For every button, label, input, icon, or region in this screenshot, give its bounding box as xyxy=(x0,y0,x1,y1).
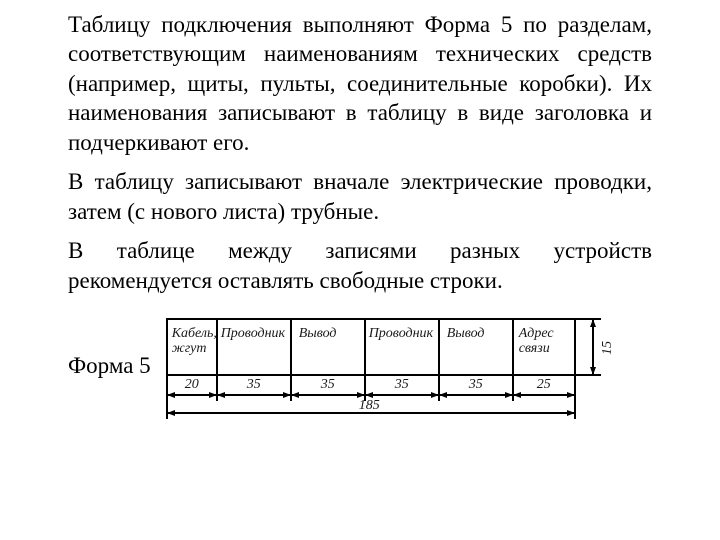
col-5-label: Вывод xyxy=(447,327,485,342)
col-6-label: Адрес связи xyxy=(519,327,554,356)
col-5-width: 35 xyxy=(439,378,513,392)
col-2-width: 35 xyxy=(217,378,291,392)
form5-label: Форма 5 xyxy=(68,351,151,380)
col-6-line1: Адрес xyxy=(519,326,554,341)
col-4-width: 35 xyxy=(365,378,439,392)
paragraph-3: В таблице между записями разных устройст… xyxy=(68,236,652,295)
document-page: Таблицу подключения выполняют Форма 5 по… xyxy=(0,0,720,455)
col-1-line1: Кабель, xyxy=(172,326,217,341)
col-6-width: 25 xyxy=(513,378,575,392)
form5-diagram: Кабель, жгут Проводник Вывод Проводник В… xyxy=(163,315,623,455)
col-1-width: 20 xyxy=(167,378,217,392)
col-1-line2: жгут xyxy=(172,341,207,356)
col-2-label: Проводник xyxy=(221,327,285,342)
form5-row: Форма 5 xyxy=(68,315,652,455)
total-width: 185 xyxy=(359,399,380,413)
col-1-label: Кабель, жгут xyxy=(172,327,217,356)
col-4-label: Проводник xyxy=(369,327,433,342)
row-height: 15 xyxy=(601,341,615,355)
paragraph-1: Таблицу подключения выполняют Форма 5 по… xyxy=(68,10,652,157)
col-3-width: 35 xyxy=(291,378,365,392)
paragraph-2: В таблицу записывают вначале электрическ… xyxy=(68,167,652,226)
col-6-line2: связи xyxy=(519,341,550,356)
col-3-label: Вывод xyxy=(299,327,337,342)
